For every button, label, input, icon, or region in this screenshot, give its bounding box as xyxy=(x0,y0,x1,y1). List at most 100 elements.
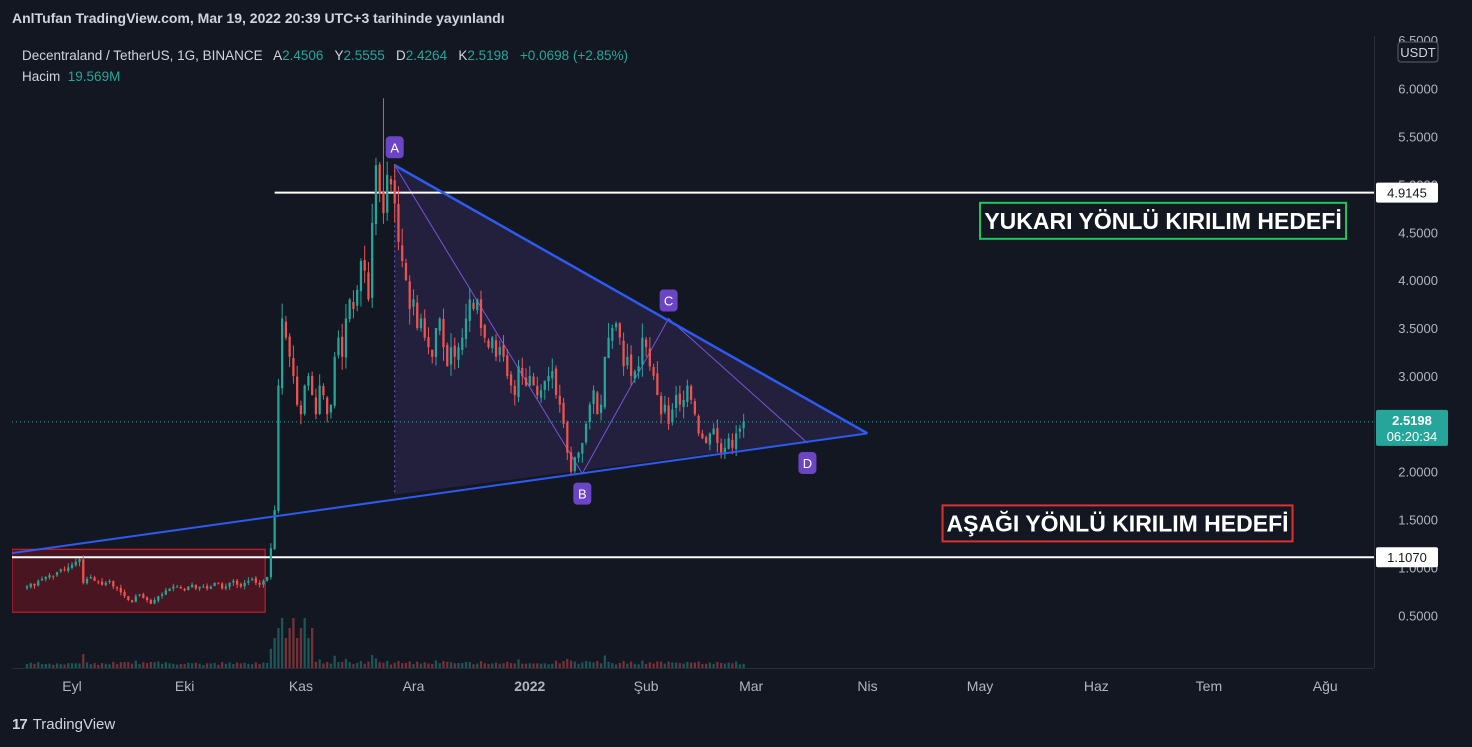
candle-body[interactable] xyxy=(356,289,359,306)
candle-body[interactable] xyxy=(194,584,197,589)
candle-body[interactable] xyxy=(708,433,712,445)
candle-body[interactable] xyxy=(562,402,565,424)
candle-body[interactable] xyxy=(292,357,295,376)
candle-body[interactable] xyxy=(326,397,329,415)
candle-body[interactable] xyxy=(37,580,40,586)
candle-body[interactable] xyxy=(659,396,663,415)
price-axis-scale[interactable]: 6.50006.00005.50005.00004.50004.00003.50… xyxy=(1374,33,1472,668)
candle-body[interactable] xyxy=(266,577,269,581)
candle-body[interactable] xyxy=(551,371,554,379)
candle-body[interactable] xyxy=(55,572,59,576)
candle-body[interactable] xyxy=(299,405,303,415)
candle-body[interactable] xyxy=(93,577,96,581)
candle-body[interactable] xyxy=(592,390,595,404)
candle-body[interactable] xyxy=(386,174,389,213)
candle-body[interactable] xyxy=(232,580,235,583)
candle-body[interactable] xyxy=(337,337,340,356)
candle-body[interactable] xyxy=(735,433,738,450)
candle-body[interactable] xyxy=(629,354,633,376)
candle-body[interactable] xyxy=(573,457,576,472)
candle-body[interactable] xyxy=(228,582,231,587)
candle-body[interactable] xyxy=(644,339,648,348)
candle-body[interactable] xyxy=(175,586,179,588)
candle-body[interactable] xyxy=(224,586,227,589)
candle-body[interactable] xyxy=(202,586,205,588)
candle-body[interactable] xyxy=(119,587,122,593)
candle-body[interactable] xyxy=(558,395,561,405)
candle-body[interactable] xyxy=(254,578,258,583)
candle-body[interactable] xyxy=(674,395,678,408)
candle-body[interactable] xyxy=(89,577,92,579)
candle-body[interactable] xyxy=(742,421,745,429)
candle-body[interactable] xyxy=(389,178,393,185)
candle-body[interactable] xyxy=(112,581,115,587)
candle-body[interactable] xyxy=(566,422,569,453)
candle-body[interactable] xyxy=(431,349,434,357)
candle-body[interactable] xyxy=(584,423,588,443)
candle-body[interactable] xyxy=(160,594,164,596)
candle-body[interactable] xyxy=(532,376,535,386)
candle-body[interactable] xyxy=(198,586,201,589)
candle-body[interactable] xyxy=(273,510,276,550)
candle-body[interactable] xyxy=(607,337,610,359)
resistance-trendline[interactable] xyxy=(394,164,869,435)
price-chart[interactable]: A B C D YUKARI YÖNLÜ KIRILIM HEDEFİ AŞAĞI YÖN… xyxy=(11,36,1374,668)
candle-body[interactable] xyxy=(626,356,629,366)
candle-body[interactable] xyxy=(29,583,32,588)
candle-body[interactable] xyxy=(296,376,299,405)
candle-body[interactable] xyxy=(322,386,325,396)
candle-body[interactable] xyxy=(446,344,449,367)
candle-body[interactable] xyxy=(416,302,419,329)
candle-body[interactable] xyxy=(461,337,464,350)
candle-body[interactable] xyxy=(262,580,265,585)
candle-body[interactable] xyxy=(205,585,209,589)
candle-body[interactable] xyxy=(693,401,697,415)
candle-body[interactable] xyxy=(281,318,284,389)
candle-body[interactable] xyxy=(74,561,77,566)
annotation-box[interactable] xyxy=(941,504,1294,543)
candle-body[interactable] xyxy=(25,586,29,589)
candle-body[interactable] xyxy=(588,404,591,422)
candle-body[interactable] xyxy=(731,439,734,448)
candle-body[interactable] xyxy=(82,559,85,583)
candle-body[interactable] xyxy=(104,582,107,585)
candle-body[interactable] xyxy=(168,588,171,592)
candle-body[interactable] xyxy=(220,583,224,589)
candle-body[interactable] xyxy=(611,328,614,341)
candle-body[interactable] xyxy=(723,447,727,455)
candle-body[interactable] xyxy=(727,438,730,449)
candle-body[interactable] xyxy=(419,318,423,329)
candle-body[interactable] xyxy=(577,452,580,458)
candle-body[interactable] xyxy=(464,318,468,339)
candle-body[interactable] xyxy=(59,569,62,572)
candle-body[interactable] xyxy=(85,578,89,584)
candle-body[interactable] xyxy=(716,428,719,443)
candle-body[interactable] xyxy=(457,347,460,360)
candle-body[interactable] xyxy=(547,375,550,382)
candle-body[interactable] xyxy=(468,299,471,321)
candle-body[interactable] xyxy=(412,299,415,307)
candle-body[interactable] xyxy=(506,355,509,376)
candle-body[interactable] xyxy=(554,368,558,396)
candle-body[interactable] xyxy=(187,586,190,591)
candle-body[interactable] xyxy=(314,397,318,415)
candle-body[interactable] xyxy=(288,336,291,357)
candle-body[interactable] xyxy=(423,318,426,338)
candle-body[interactable] xyxy=(363,260,366,271)
candle-body[interactable] xyxy=(108,580,111,583)
candle-body[interactable] xyxy=(33,583,36,586)
time-axis[interactable]: Eyl Eki Kas Ara 2022 Şub Mar Nis May Haz Tem Ağu xyxy=(12,668,1374,702)
candle-body[interactable] xyxy=(637,366,640,372)
time-axis-scale[interactable]: Eyl Eki Kas Ara 2022 Şub Mar Nis May Haz Tem Ağu xyxy=(12,668,1374,702)
candle-body[interactable] xyxy=(401,245,404,262)
candle-body[interactable] xyxy=(371,222,374,298)
candle-body[interactable] xyxy=(164,590,167,595)
candle-body[interactable] xyxy=(517,366,520,398)
candle-body[interactable] xyxy=(341,336,344,357)
candle-body[interactable] xyxy=(408,281,411,309)
candle-body[interactable] xyxy=(115,587,119,589)
candle-body[interactable] xyxy=(528,375,531,386)
candle-body[interactable] xyxy=(434,328,438,358)
candle-body[interactable] xyxy=(190,584,194,588)
candle-body[interactable] xyxy=(127,596,130,601)
